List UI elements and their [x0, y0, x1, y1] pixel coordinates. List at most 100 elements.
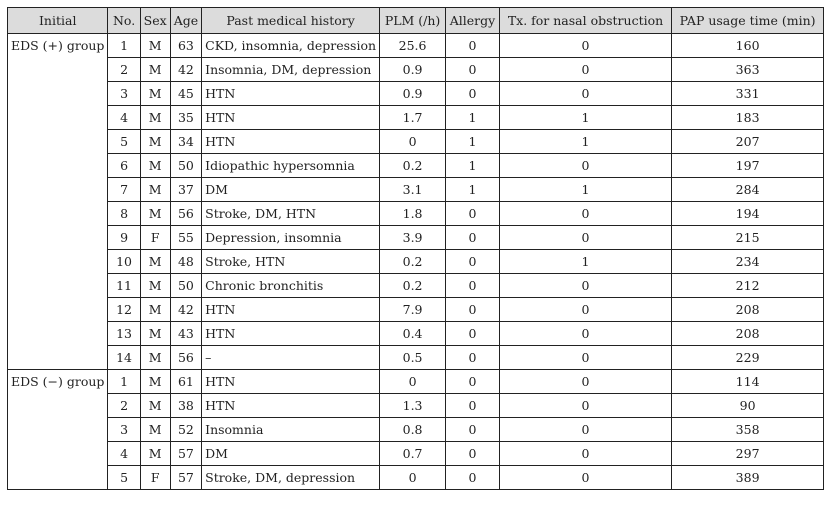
cell-nasal-obstruction-tx: 0	[498, 225, 673, 250]
cell-past-medical-history: Chronic bronchitis	[201, 273, 381, 298]
cell-no: 6	[107, 153, 141, 178]
cell-pap-usage-time: 363	[671, 57, 824, 82]
cell-sex: M	[139, 57, 171, 82]
cell-sex: M	[139, 417, 171, 442]
cell-age: 45	[169, 81, 203, 106]
header-plm: PLM (/h)	[379, 7, 447, 34]
cell-no: 3	[107, 81, 141, 106]
cell-no: 13	[107, 321, 141, 346]
cell-past-medical-history: HTN	[201, 129, 381, 154]
cell-plm: 0.7	[379, 441, 447, 466]
cell-allergy: 0	[445, 393, 500, 418]
cell-age: 43	[169, 321, 203, 346]
cell-past-medical-history: –	[201, 345, 381, 370]
cell-nasal-obstruction-tx: 0	[498, 345, 673, 370]
group-cell-empty	[6, 249, 109, 274]
cell-nasal-obstruction-tx: 0	[498, 81, 673, 106]
cell-pap-usage-time: 389	[671, 465, 824, 490]
cell-allergy: 0	[445, 33, 500, 58]
cell-plm: 1.8	[379, 201, 447, 226]
cell-no: 4	[107, 441, 141, 466]
cell-past-medical-history: HTN	[201, 105, 381, 130]
cell-past-medical-history: HTN	[201, 81, 381, 106]
cell-no: 2	[107, 57, 141, 82]
table-row: 5 M 34 HTN 0 1 1 207	[6, 129, 824, 154]
cell-allergy: 0	[445, 225, 500, 250]
group-label: EDS (−) group	[6, 369, 109, 394]
cell-plm: 0.4	[379, 321, 447, 346]
group-cell-empty	[6, 153, 109, 178]
cell-past-medical-history: DM	[201, 177, 381, 202]
cell-sex: M	[139, 33, 171, 58]
cell-sex: M	[139, 105, 171, 130]
cell-nasal-obstruction-tx: 0	[498, 393, 673, 418]
header-initial: Initial	[6, 7, 109, 34]
header-allergy: Allergy	[445, 7, 500, 34]
cell-no: 12	[107, 297, 141, 322]
cell-allergy: 1	[445, 177, 500, 202]
cell-sex: M	[139, 249, 171, 274]
cell-no: 5	[107, 129, 141, 154]
cell-nasal-obstruction-tx: 0	[498, 153, 673, 178]
cell-past-medical-history: Stroke, HTN	[201, 249, 381, 274]
cell-past-medical-history: Depression, insomnia	[201, 225, 381, 250]
cell-plm: 0.9	[379, 57, 447, 82]
cell-past-medical-history: HTN	[201, 297, 381, 322]
group-cell-empty	[6, 465, 109, 490]
cell-allergy: 1	[445, 105, 500, 130]
cell-plm: 1.3	[379, 393, 447, 418]
table-row: 12 M 42 HTN 7.9 0 0 208	[6, 297, 824, 322]
cell-nasal-obstruction-tx: 0	[498, 57, 673, 82]
cell-no: 14	[107, 345, 141, 370]
cell-plm: 0.2	[379, 273, 447, 298]
cell-pap-usage-time: 358	[671, 417, 824, 442]
cell-age: 55	[169, 225, 203, 250]
cell-past-medical-history: HTN	[201, 393, 381, 418]
cell-no: 3	[107, 417, 141, 442]
cell-allergy: 1	[445, 153, 500, 178]
group-label: EDS (+) group	[6, 33, 109, 58]
cell-sex: M	[139, 393, 171, 418]
cell-nasal-obstruction-tx: 0	[498, 297, 673, 322]
header-age: Age	[169, 7, 203, 34]
group-cell-empty	[6, 225, 109, 250]
table-row: 4 M 35 HTN 1.7 1 1 183	[6, 105, 824, 130]
cell-allergy: 0	[445, 273, 500, 298]
cell-pap-usage-time: 197	[671, 153, 824, 178]
cell-age: 42	[169, 57, 203, 82]
table-body: EDS (+) group 1 M 63 CKD, insomnia, depressi…	[6, 33, 824, 490]
cell-pap-usage-time: 160	[671, 33, 824, 58]
cell-pap-usage-time: 90	[671, 393, 824, 418]
cell-pap-usage-time: 297	[671, 441, 824, 466]
cell-sex: M	[139, 321, 171, 346]
cell-no: 10	[107, 249, 141, 274]
cell-plm: 3.1	[379, 177, 447, 202]
cell-allergy: 0	[445, 249, 500, 274]
cell-pap-usage-time: 284	[671, 177, 824, 202]
header-sex: Sex	[139, 7, 171, 34]
cell-allergy: 0	[445, 417, 500, 442]
cell-nasal-obstruction-tx: 0	[498, 273, 673, 298]
cell-no: 1	[107, 369, 141, 394]
cell-past-medical-history: Stroke, DM, depression	[201, 465, 381, 490]
table-row: 6 M 50 Idiopathic hypersomnia 0.2 1 0 197	[6, 153, 824, 178]
cell-sex: M	[139, 81, 171, 106]
cell-allergy: 0	[445, 441, 500, 466]
cell-plm: 0.9	[379, 81, 447, 106]
table-row: 5 F 57 Stroke, DM, depression 0 0 0 389	[6, 465, 824, 490]
group-cell-empty	[6, 177, 109, 202]
group-cell-empty	[6, 345, 109, 370]
cell-past-medical-history: Insomnia	[201, 417, 381, 442]
group-cell-empty	[6, 81, 109, 106]
cell-pap-usage-time: 229	[671, 345, 824, 370]
cell-age: 50	[169, 273, 203, 298]
cell-pap-usage-time: 215	[671, 225, 824, 250]
cell-sex: F	[139, 225, 171, 250]
cell-plm: 0	[379, 465, 447, 490]
cell-past-medical-history: DM	[201, 441, 381, 466]
table-row: 2 M 42 Insomnia, DM, depression 0.9 0 0 363	[6, 57, 824, 82]
cell-sex: M	[139, 273, 171, 298]
cell-age: 34	[169, 129, 203, 154]
cell-allergy: 0	[445, 297, 500, 322]
cell-plm: 0.2	[379, 249, 447, 274]
